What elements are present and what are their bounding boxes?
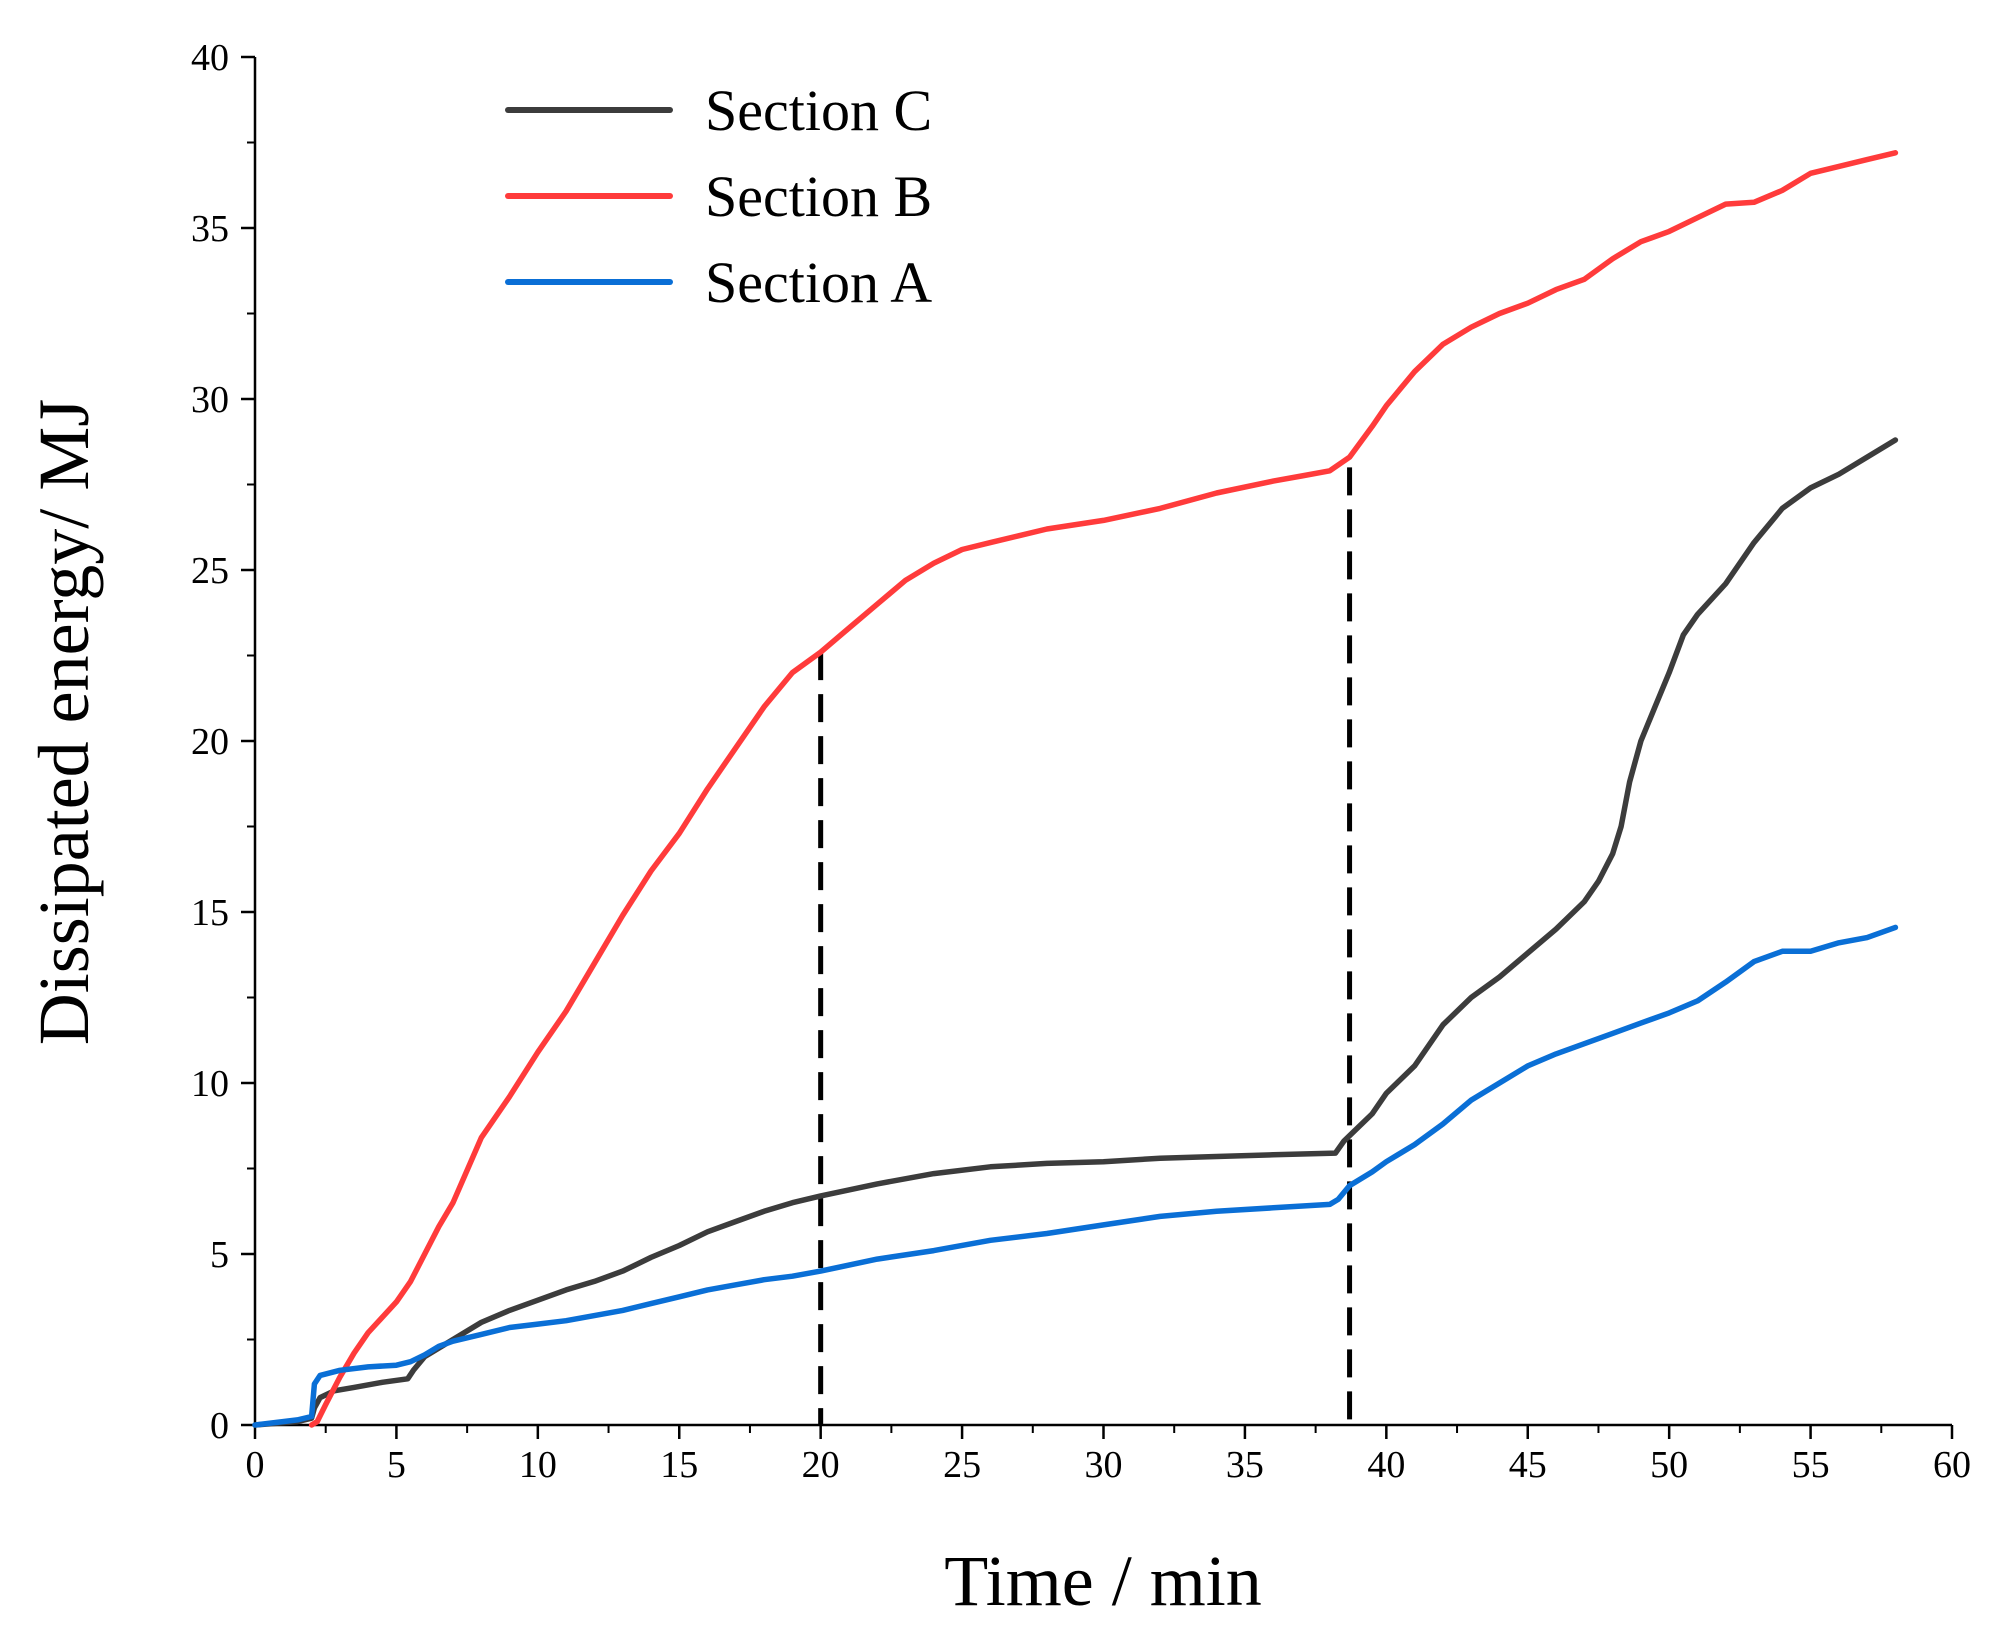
x-tick-label: 10: [519, 1444, 557, 1486]
y-tick-label: 20: [191, 721, 229, 763]
series-line-section-b: [308, 150, 1899, 1428]
y-tick-label: 35: [191, 208, 229, 250]
x-tick-label: 0: [246, 1444, 265, 1486]
series-lines: [252, 150, 1899, 1428]
y-tick-label: 0: [210, 1405, 229, 1447]
vertical-markers: [818, 467, 1353, 1425]
x-axis-ticks: 0 5 10 15 20 25 30 35 40 45 50 55 60: [246, 1425, 1971, 1486]
x-tick-label: 40: [1367, 1444, 1405, 1486]
x-tick-label: 50: [1650, 1444, 1688, 1486]
y-tick-label: 25: [191, 550, 229, 592]
x-tick-label: 60: [1933, 1444, 1971, 1486]
legend-label: Section C: [705, 78, 932, 143]
x-tick-label: 55: [1792, 1444, 1830, 1486]
x-tick-label: 30: [1085, 1444, 1123, 1486]
legend-label: Section B: [705, 164, 932, 229]
x-tick-label: 5: [387, 1444, 406, 1486]
x-tick-label: 25: [943, 1444, 981, 1486]
x-tick-label: 20: [802, 1444, 840, 1486]
y-axis-title: Dissipated energy/ MJ: [24, 399, 104, 1046]
y-axis-ticks: 0 5 10 15 20 25 30 35 40: [191, 37, 255, 1447]
x-axis-title: Time / min: [944, 1541, 1261, 1621]
x-tick-label: 45: [1509, 1444, 1547, 1486]
y-tick-label: 40: [191, 37, 229, 79]
y-tick-label: 15: [191, 892, 229, 934]
legend-label: Section A: [705, 250, 932, 315]
y-tick-label: 30: [191, 379, 229, 421]
y-tick-label: 5: [210, 1234, 229, 1276]
legend: Section C Section B Section A: [505, 78, 932, 315]
y-tick-label: 10: [191, 1063, 229, 1105]
series-line-section-a: [252, 924, 1899, 1428]
x-tick-label: 35: [1226, 1444, 1264, 1486]
x-tick-label: 15: [660, 1444, 698, 1486]
